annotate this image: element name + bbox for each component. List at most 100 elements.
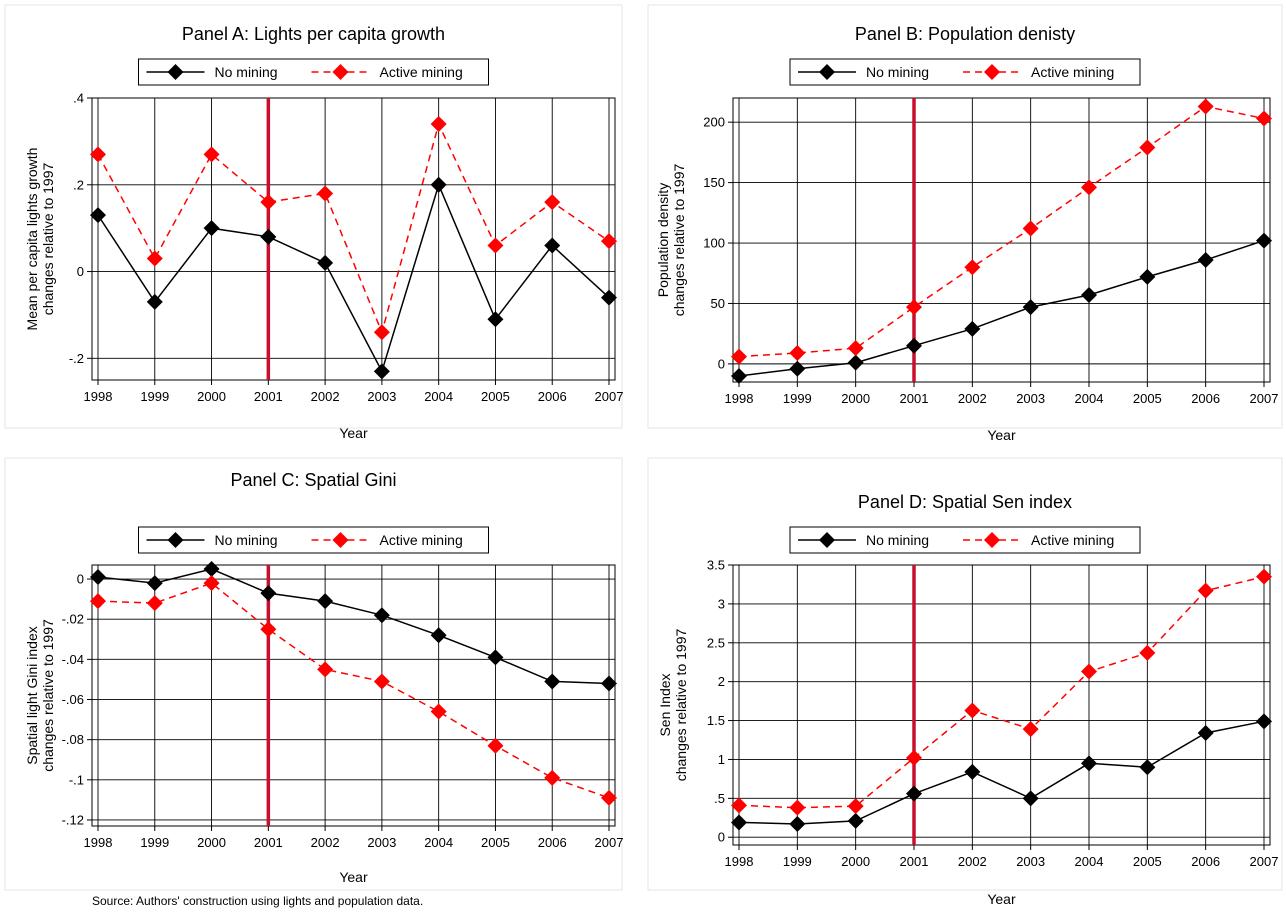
y-axis-label: Spatial light Gini index [24, 626, 40, 765]
series-line-no-mining [97, 182, 610, 374]
data-point-active-mining [203, 575, 220, 592]
legend-swatch-marker [819, 532, 835, 548]
panel-title: Panel C: Spatial Gini [230, 470, 396, 490]
x-tick-label: 2005 [1133, 391, 1162, 406]
data-point-active-mining [146, 595, 163, 612]
data-point-active-mining [906, 749, 922, 766]
x-tick-label: 1999 [783, 391, 812, 406]
data-point-active-mining [146, 250, 163, 267]
y-tick-label: -.06 [62, 692, 84, 707]
data-point-no-mining [260, 585, 277, 602]
x-tick-label: 1999 [140, 389, 169, 404]
x-tick-label: 2001 [254, 835, 283, 850]
x-tick-label: 2004 [424, 835, 453, 850]
panel-title: Panel D: Spatial Sen index [858, 492, 1072, 512]
x-tick-label: 2000 [197, 389, 226, 404]
data-point-active-mining [731, 797, 747, 814]
data-point-no-mining [544, 673, 561, 690]
data-point-active-mining [1022, 721, 1039, 738]
x-tick-label: 2001 [900, 391, 929, 406]
data-point-no-mining [544, 237, 561, 254]
y-axis-label: Population density [655, 183, 671, 297]
x-tick-label: 2002 [311, 835, 340, 850]
data-point-no-mining [317, 593, 334, 610]
data-point-no-mining [731, 814, 747, 831]
legend-swatch-marker [819, 64, 835, 80]
panel-a: 1998 1999 2000 2001 2002 2003 2004 2005 2006 2007… [4, 4, 623, 441]
data-point-active-mining [544, 769, 561, 786]
data-point-active-mining [1256, 110, 1272, 127]
y-tick-label: .5 [714, 791, 725, 806]
legend-label: No mining [866, 532, 929, 548]
panel-c: 1998 1999 2000 2001 2002 2003 2004 2005 2006 2007… [4, 457, 623, 891]
series-line-no-mining [97, 568, 610, 685]
y-axis-label: Sen Index [657, 673, 673, 736]
data-point-active-mining [1197, 582, 1214, 599]
y-tick-label: 2 [718, 674, 725, 689]
legend-label: No mining [215, 64, 278, 80]
panel-b: 1998 1999 2000 2001 2002 2003 2004 2005 2006 2007… [647, 4, 1283, 443]
x-tick-label: 2005 [481, 835, 510, 850]
data-point-active-mining [731, 348, 747, 365]
data-point-active-mining [789, 799, 806, 816]
x-tick-label: 2002 [311, 389, 340, 404]
data-point-active-mining [90, 146, 106, 163]
x-tick-label: 2002 [958, 854, 987, 869]
data-point-no-mining [317, 254, 334, 271]
x-tick-label: 1998 [84, 835, 113, 850]
y-tick-label: .4 [73, 91, 84, 106]
data-point-no-mining [906, 337, 922, 354]
x-tick-label: 2006 [538, 389, 567, 404]
x-tick-label: 2003 [367, 835, 396, 850]
y-tick-label: 0 [718, 830, 725, 845]
data-point-no-mining [1081, 286, 1097, 303]
data-point-active-mining [373, 673, 390, 690]
x-tick-label: 2001 [900, 854, 929, 869]
y-axis-label: changes relative to 1997 [40, 619, 56, 772]
y-axis-label: changes relative to 1997 [40, 163, 56, 316]
y-tick-label: -.2 [69, 351, 84, 366]
data-point-active-mining [260, 621, 277, 638]
y-axis-label: changes relative to 1997 [671, 164, 687, 317]
x-tick-label: 2005 [481, 389, 510, 404]
series-line-active-mining [738, 105, 1265, 358]
y-tick-label: .2 [73, 177, 84, 192]
data-point-active-mining [964, 702, 981, 719]
data-point-active-mining [1081, 663, 1097, 680]
x-tick-label: 2002 [958, 391, 987, 406]
legend-swatch-marker [167, 532, 184, 548]
data-point-no-mining [1197, 251, 1214, 268]
data-point-active-mining [1197, 98, 1214, 115]
data-point-no-mining [203, 561, 220, 578]
legend-swatch-marker [167, 64, 184, 80]
data-point-active-mining [906, 299, 922, 316]
y-tick-label: 1.5 [707, 713, 725, 728]
x-tick-label: 2000 [841, 854, 870, 869]
y-tick-label: -.08 [62, 732, 84, 747]
source-footnote: Source: Authors' construction using ligh… [92, 894, 424, 908]
panel-d: 1998 1999 2000 2001 2002 2003 2004 2005 2006 2007… [647, 457, 1283, 907]
x-tick-label: 2001 [254, 389, 283, 404]
data-point-no-mining [964, 763, 981, 780]
data-point-active-mining [1139, 644, 1156, 661]
x-tick-label: 2006 [538, 835, 567, 850]
legend-swatch-marker [332, 532, 349, 548]
data-point-no-mining [1197, 725, 1214, 741]
data-point-no-mining [1256, 232, 1272, 249]
legend-label: Active mining [380, 64, 463, 80]
y-tick-label: 2.5 [707, 635, 725, 650]
data-point-no-mining [430, 627, 447, 644]
y-tick-label: 150 [703, 175, 725, 190]
legend-swatch-marker [332, 64, 349, 80]
data-point-no-mining [1139, 268, 1156, 285]
data-point-no-mining [430, 176, 447, 193]
data-point-no-mining [90, 569, 106, 586]
x-axis-label: Year [987, 427, 1016, 443]
plot-area [732, 97, 1271, 383]
y-tick-label: -.02 [62, 612, 84, 627]
data-point-no-mining [260, 228, 277, 245]
data-point-active-mining [1139, 139, 1156, 156]
y-tick-label: 3 [718, 596, 725, 611]
data-point-no-mining [90, 207, 106, 224]
